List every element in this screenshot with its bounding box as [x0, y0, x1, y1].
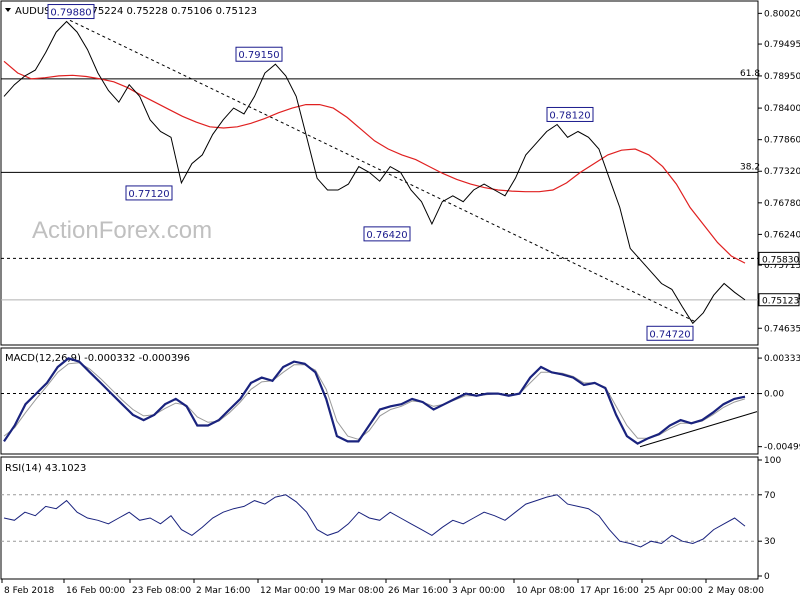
- x-tick-label: 26 Mar 16:00: [388, 586, 448, 596]
- rsi-tick-label: 30: [764, 537, 776, 547]
- chart-header: AUDUSD,H4 0.75224 0.75228 0.75106 0.7512…: [5, 6, 257, 17]
- price-tick-label: 0.74635: [764, 324, 800, 334]
- price-annotation-0.77120: 0.77120: [128, 189, 169, 200]
- x-tick-label: 23 Feb 08:00: [132, 586, 191, 596]
- rsi-line: [3, 494, 746, 548]
- rsi-tick-label: 0: [764, 572, 770, 582]
- price-levels: 61.8 38.2: [1, 69, 760, 301]
- symbol-label: AUDUSD,H4: [15, 6, 75, 17]
- x-tick-label: 2 Mar 16:00: [196, 586, 251, 596]
- watermark: ActionForex.com: [32, 217, 212, 244]
- rsi-y-axis: 100 70 30 0: [758, 456, 781, 582]
- level-label-38.2: 38.2: [740, 162, 760, 172]
- price-annotation-0.78120: 0.78120: [549, 110, 590, 121]
- price-annotation-box-4: [546, 106, 594, 122]
- price-panel-frame: [0, 0, 759, 346]
- price-series: [3, 20, 746, 325]
- price-trendline: [69, 19, 696, 322]
- price-annotation-box-0: [47, 4, 95, 20]
- macd-y-axis: 0.003335 0.00 -0.004992: [758, 354, 800, 453]
- macd-layer: [1, 357, 758, 448]
- x-tick-label: 19 Mar 08:00: [324, 586, 384, 596]
- x-tick-label: 3 Apr 00:00: [452, 586, 505, 596]
- price-annotation-box-1: [235, 46, 283, 62]
- price-tick-label: 0.80020: [764, 9, 800, 19]
- price-tick-label: 0.75715: [764, 261, 800, 271]
- macd-line: [3, 357, 746, 445]
- price-tick-label: 0.77860: [764, 136, 800, 146]
- price-axis-tag-0.75123: 0.75123: [762, 297, 799, 307]
- level-label-61.8: 61.8: [740, 69, 760, 79]
- price-annotation-box-5: [646, 325, 694, 341]
- x-axis: 8 Feb 2018 16 Feb 00:00 23 Feb 08:00 2 Mar …: [1, 579, 764, 596]
- macd-trendline: [639, 411, 758, 448]
- price-tick-label: 0.78400: [764, 104, 800, 114]
- macd-signal-line: [3, 362, 746, 440]
- rsi-layer: [1, 494, 758, 548]
- ohlc-values: 0.75224 0.75228 0.75106 0.75123: [82, 6, 257, 17]
- price-annotation-box-2: [125, 185, 173, 201]
- price-annotation-0.79150: 0.79150: [238, 50, 279, 61]
- x-tick-label: 10 Apr 08:00: [516, 586, 575, 596]
- x-tick-label: 2 May 08:00: [708, 586, 764, 596]
- price-annotation-0.79880: 0.79880: [50, 8, 91, 19]
- price-axis-tag-box-1: [758, 293, 800, 307]
- price-annotations: 0.79880 0.79150 0.77120 0.76420 0.78120 0.747…: [47, 4, 694, 341]
- macd-tick-label: 0.00: [764, 390, 784, 400]
- rsi-label: RSI(14) 43.1023: [5, 463, 86, 474]
- macd-label: MACD(12,26,9) -0.000332 -0.000396: [5, 353, 190, 364]
- price-tick-label: 0.76780: [764, 199, 800, 209]
- rsi-tick-label: 70: [764, 491, 776, 501]
- price-tick-label: 0.76240: [764, 230, 800, 240]
- rsi-panel-frame: [0, 456, 759, 580]
- x-tick-label: 16 Feb 00:00: [66, 586, 125, 596]
- price-axis-tag-box-0: [758, 251, 800, 265]
- price-annotation-0.74720: 0.74720: [649, 329, 690, 340]
- price-tick-label: 0.77320: [764, 167, 800, 177]
- macd-tick-label: -0.004992: [764, 443, 800, 453]
- price-annotation-box-3: [363, 226, 411, 242]
- price-tick-label: 0.78950: [764, 72, 800, 82]
- price-axis-tag-0.75830: 0.75830: [762, 255, 799, 265]
- x-tick-label: 17 Apr 16:00: [580, 586, 639, 596]
- price-y-axis: 0.80020 0.79495 0.78950 0.78400 0.77860 0.773…: [758, 9, 800, 334]
- rsi-tick-label: 100: [764, 456, 781, 466]
- dropdown-triangle-icon[interactable]: [5, 8, 11, 12]
- x-tick-label: 25 Apr 00:00: [644, 586, 703, 596]
- macd-panel-frame: [0, 347, 759, 455]
- x-tick-label: 8 Feb 2018: [4, 586, 55, 596]
- price-line: [3, 20, 746, 325]
- x-tick-label: 12 Mar 00:00: [260, 586, 320, 596]
- price-tick-label: 0.79495: [764, 40, 800, 50]
- price-annotation-0.76420: 0.76420: [366, 230, 407, 241]
- macd-tick-label: 0.003335: [764, 354, 800, 364]
- downtrend-line: [69, 19, 696, 322]
